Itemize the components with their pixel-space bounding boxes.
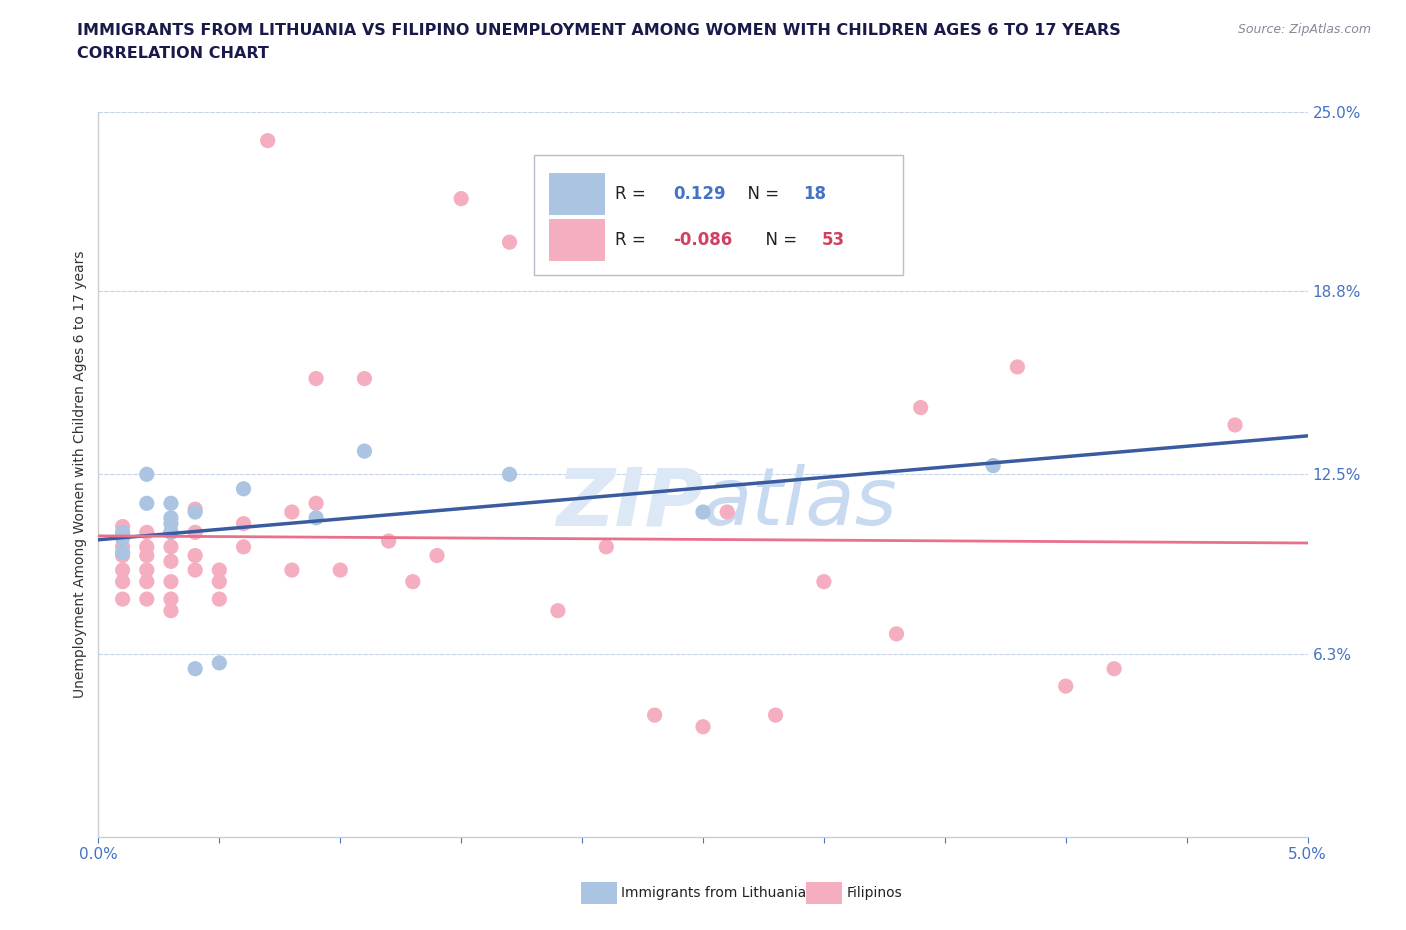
Point (910, 400, 932, 415)
Point (1223, 418, 1246, 432)
Point (135, 467, 157, 482)
FancyBboxPatch shape (550, 173, 605, 215)
Point (184, 548, 207, 563)
Text: R =: R = (614, 231, 651, 249)
Point (160, 539, 183, 554)
Point (716, 505, 738, 520)
Point (135, 539, 157, 554)
Point (450, 192, 472, 206)
Point (160, 554, 183, 569)
Text: IMMIGRANTS FROM LITHUANIA VS FILIPINO UNEMPLOYMENT AMONG WOMEN WITH CHILDREN AGE: IMMIGRANTS FROM LITHUANIA VS FILIPINO UN… (77, 23, 1121, 38)
Text: Filipinos: Filipinos (846, 885, 903, 900)
Point (813, 574, 835, 589)
Text: 0.129: 0.129 (672, 184, 725, 203)
Text: Source: ZipAtlas.com: Source: ZipAtlas.com (1237, 23, 1371, 36)
Point (1054, 679, 1077, 694)
Point (111, 531, 134, 546)
Point (135, 574, 157, 589)
Point (160, 574, 183, 589)
Point (305, 496, 328, 511)
Point (160, 496, 183, 511)
Point (111, 545, 134, 560)
Point (184, 501, 207, 516)
Point (160, 525, 183, 539)
Point (135, 496, 157, 511)
Text: N =: N = (737, 184, 785, 203)
Text: R =: R = (614, 184, 651, 203)
FancyBboxPatch shape (550, 219, 605, 261)
Point (111, 574, 134, 589)
Point (402, 574, 425, 589)
FancyBboxPatch shape (534, 155, 903, 275)
Point (160, 511, 183, 525)
Text: -0.086: -0.086 (672, 231, 733, 249)
Text: CORRELATION CHART: CORRELATION CHART (77, 46, 269, 61)
Point (256, 133, 278, 148)
Point (160, 525, 183, 539)
Point (160, 604, 183, 618)
Point (377, 534, 399, 549)
Point (353, 371, 375, 386)
Point (111, 519, 134, 534)
Point (281, 505, 304, 520)
Point (981, 458, 1004, 473)
Point (135, 563, 157, 578)
Text: ZIP: ZIP (555, 464, 703, 542)
Point (184, 661, 207, 676)
Point (111, 539, 134, 554)
Point (111, 528, 134, 543)
Point (208, 574, 231, 589)
Y-axis label: Unemployment Among Women with Children Ages 6 to 17 years: Unemployment Among Women with Children A… (73, 250, 87, 698)
Point (1102, 661, 1125, 676)
Point (329, 563, 352, 578)
Point (135, 591, 157, 606)
Point (426, 548, 449, 563)
Point (232, 516, 254, 531)
Point (498, 467, 520, 482)
Point (1007, 360, 1029, 375)
Text: 18: 18 (803, 184, 827, 203)
Point (305, 511, 328, 525)
Point (886, 627, 908, 642)
Point (232, 482, 254, 497)
Point (111, 563, 134, 578)
Point (644, 708, 666, 723)
Point (547, 604, 569, 618)
Point (692, 719, 714, 734)
Point (305, 371, 328, 386)
Point (135, 525, 157, 539)
Point (353, 444, 375, 458)
Point (281, 563, 304, 578)
Point (111, 591, 134, 606)
Point (498, 234, 520, 249)
Point (232, 539, 254, 554)
Point (208, 656, 231, 671)
Point (184, 525, 207, 539)
Point (184, 505, 207, 520)
Point (184, 563, 207, 578)
Point (692, 505, 714, 520)
Text: atlas: atlas (703, 464, 898, 542)
Point (160, 591, 183, 606)
Point (111, 548, 134, 563)
Text: 53: 53 (821, 231, 845, 249)
Point (160, 516, 183, 531)
Point (111, 525, 134, 539)
Point (595, 539, 617, 554)
Point (765, 708, 787, 723)
Text: N =: N = (755, 231, 803, 249)
Point (135, 548, 157, 563)
Text: Immigrants from Lithuania: Immigrants from Lithuania (621, 885, 807, 900)
Point (208, 563, 231, 578)
Point (208, 591, 231, 606)
